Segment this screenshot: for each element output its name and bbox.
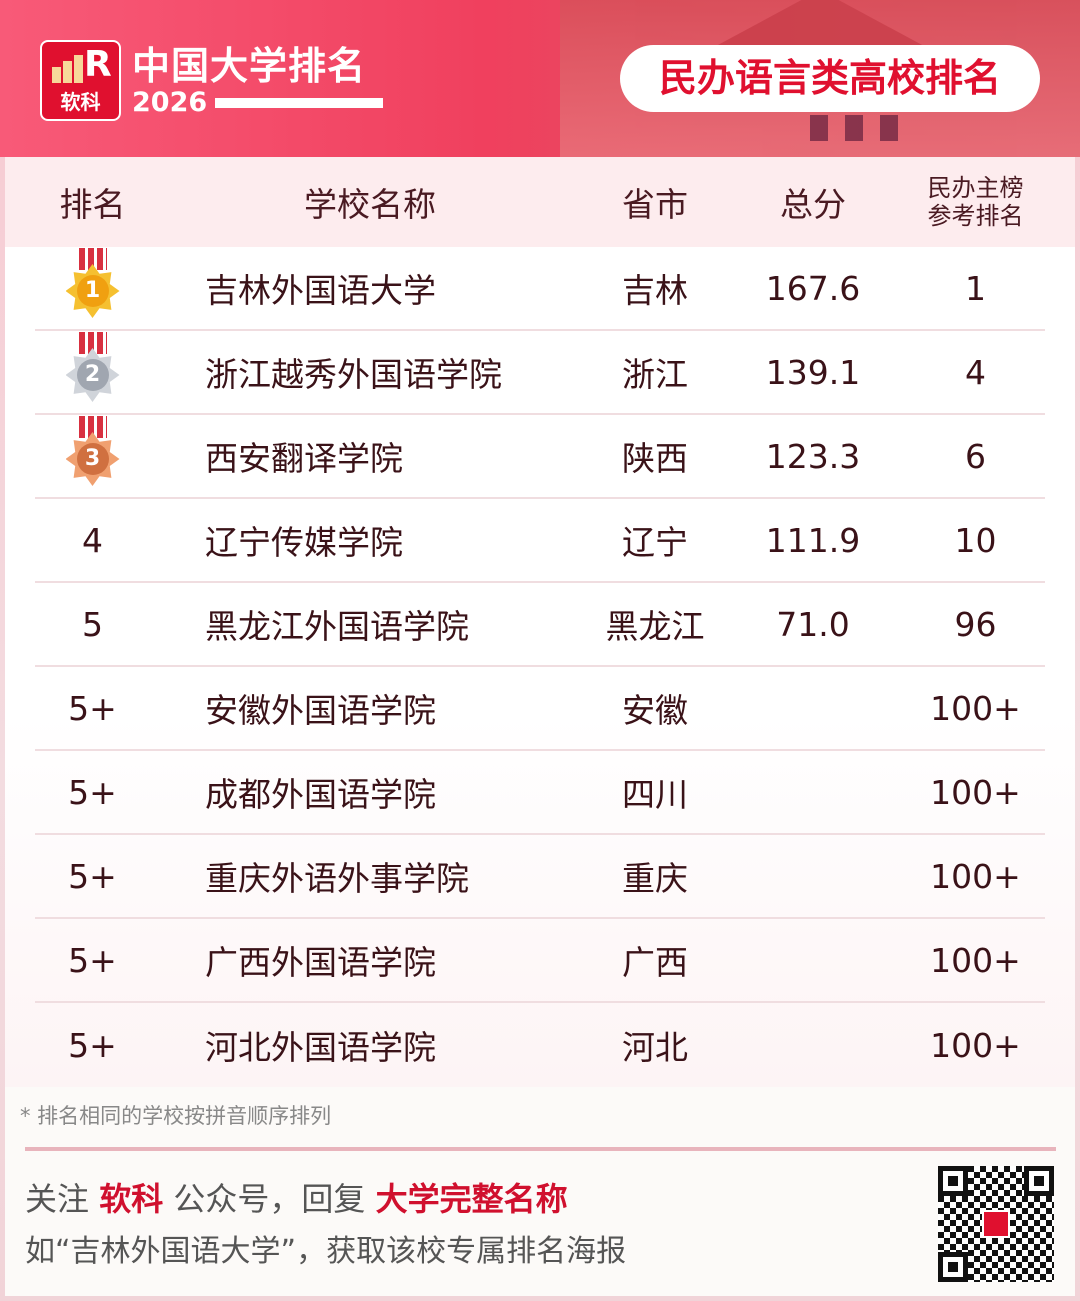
score: 111.9: [765, 520, 861, 560]
silver-medal-icon: 2: [63, 332, 123, 412]
table-row: 1 吉林外国语大学 吉林 167.6 1: [35, 247, 1045, 331]
col-ref-rank: 民办主榜 参考排名: [927, 174, 1024, 230]
rank-cell: 3: [35, 416, 150, 496]
table-header: 排名 学校名称 省市 总分 民办主榜 参考排名: [5, 157, 1075, 247]
ref-rank: 10: [954, 520, 997, 560]
school-name: 吉林外国语大学: [205, 271, 436, 310]
table-row: 4 辽宁传媒学院 辽宁 111.9 10: [35, 499, 1045, 583]
school-name: 西安翻译学院: [205, 439, 403, 478]
school-name: 成都外国语学院: [205, 775, 436, 814]
year: 2026: [132, 87, 208, 118]
score: 123.3: [765, 436, 861, 476]
col-rank: 排名: [59, 185, 126, 224]
ref-rank: 100+: [930, 688, 1021, 728]
table-row: 5 黑龙江外国语学院 黑龙江 71.0 96: [35, 583, 1045, 667]
rank-cell: 5+: [68, 772, 117, 812]
score: 139.1: [765, 352, 861, 392]
ruanke-logo: R 软科: [40, 40, 121, 121]
table-row: 3 西安翻译学院 陕西 123.3 6: [35, 415, 1045, 499]
school-name: 广西外国语学院: [205, 943, 436, 982]
school-name: 辽宁传媒学院: [205, 523, 403, 562]
rank-cell: 5+: [68, 688, 117, 728]
rank-cell: 5: [82, 604, 103, 644]
rank-cell: 4: [82, 520, 103, 560]
col-score: 总分: [780, 185, 846, 224]
follow-text: 关注 软科 公众号，回复 大学完整名称: [25, 1180, 568, 1218]
divider: [25, 1147, 1056, 1151]
ref-rank: 6: [965, 436, 986, 476]
rank-cell: 2: [35, 332, 150, 412]
table-row: 5+ 成都外国语学院 四川 100+: [35, 751, 1045, 835]
table-row: 5+ 河北外国语学院 河北 100+: [35, 1003, 1045, 1087]
rank-cell: 1: [35, 248, 150, 328]
year-underline: [215, 98, 383, 108]
province: 重庆: [622, 859, 688, 898]
follow-example: 如“吉林外国语大学”，获取该校专属排名海报: [25, 1234, 627, 1269]
table-row: 5+ 广西外国语学院 广西 100+: [35, 919, 1045, 1003]
province: 四川: [622, 775, 688, 814]
ranking-title-badge: 民办语言类高校排名: [620, 45, 1040, 112]
province: 安徽: [622, 691, 688, 730]
ranking-table: 排名 学校名称 省市 总分 民办主榜 参考排名 1 吉林外国语大学 吉林 167.6 1 2…: [5, 157, 1075, 1087]
province: 陕西: [622, 439, 688, 478]
ref-rank: 100+: [930, 856, 1021, 896]
footnote: * 排名相同的学校按拼音顺序排列: [20, 1104, 332, 1128]
school-name: 安徽外国语学院: [205, 691, 436, 730]
school-name: 河北外国语学院: [205, 1028, 436, 1067]
ref-rank: 100+: [930, 940, 1021, 980]
col-province: 省市: [622, 185, 688, 224]
brand-title: 中国大学排名: [132, 44, 367, 88]
province: 辽宁: [622, 523, 688, 562]
ref-rank: 100+: [930, 1025, 1021, 1065]
province: 黑龙江: [605, 607, 705, 646]
rank-cell: 5+: [68, 940, 117, 980]
school-name: 黑龙江外国语学院: [205, 607, 469, 646]
province: 广西: [622, 943, 688, 982]
col-name: 学校名称: [304, 185, 436, 224]
rank-cell: 5+: [68, 856, 117, 896]
header-banner: R 软科 中国大学排名 2026 民办语言类高校排名: [0, 0, 1080, 157]
school-name: 浙江越秀外国语学院: [205, 355, 502, 394]
qr-code: [938, 1166, 1054, 1282]
table-row: 2 浙江越秀外国语学院 浙江 139.1 4: [35, 331, 1045, 415]
score: 71.0: [776, 604, 850, 644]
province: 河北: [622, 1028, 688, 1067]
province: 吉林: [622, 271, 688, 310]
ref-rank: 96: [954, 604, 997, 644]
rank-cell: 5+: [68, 1025, 117, 1065]
footer-area: [5, 1087, 1075, 1296]
bronze-medal-icon: 3: [63, 416, 123, 496]
table-row: 5+ 安徽外国语学院 安徽 100+: [35, 667, 1045, 751]
score: 167.6: [765, 268, 861, 308]
ref-rank: 100+: [930, 772, 1021, 812]
school-name: 重庆外语外事学院: [205, 859, 469, 898]
province: 浙江: [622, 355, 688, 394]
table-row: 5+ 重庆外语外事学院 重庆 100+: [35, 835, 1045, 919]
gold-medal-icon: 1: [63, 248, 123, 328]
ref-rank: 4: [965, 352, 986, 392]
ref-rank: 1: [965, 268, 986, 308]
